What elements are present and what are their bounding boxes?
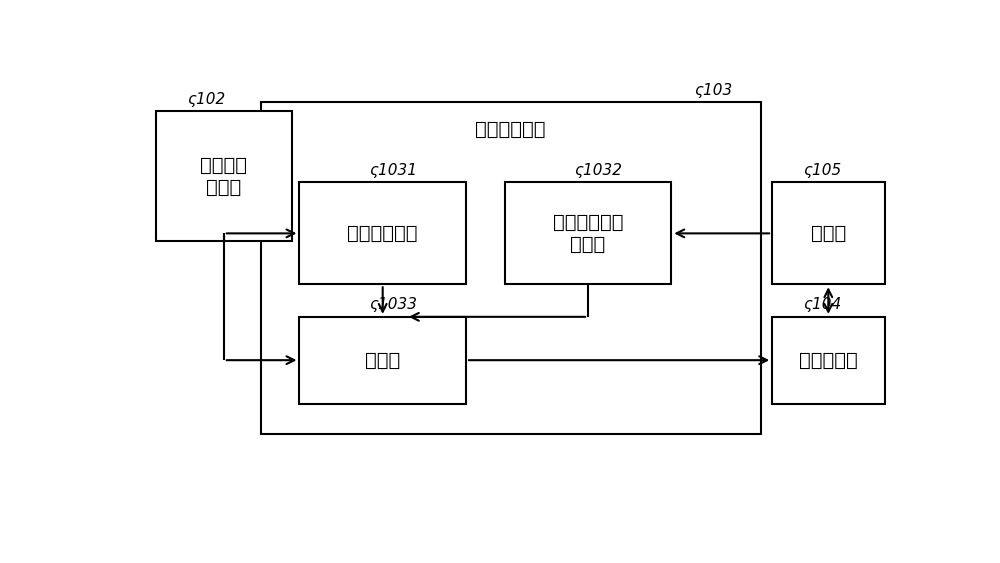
Bar <box>299 182 466 284</box>
Text: 颜色预测模型
取得部: 颜色预测模型 取得部 <box>553 213 623 254</box>
Bar <box>299 317 466 404</box>
Bar <box>261 102 761 434</box>
Text: ς1033: ς1033 <box>369 297 417 312</box>
Text: 存储部: 存储部 <box>811 224 846 243</box>
Text: 辞典创建部: 辞典创建部 <box>799 351 858 370</box>
Text: 色材量导出部: 色材量导出部 <box>475 119 546 138</box>
Text: ς1032: ς1032 <box>574 163 622 178</box>
Text: ς104: ς104 <box>803 297 841 312</box>
Bar <box>772 317 885 404</box>
Text: ς1031: ς1031 <box>369 163 417 178</box>
Text: ς103: ς103 <box>695 83 733 98</box>
Text: 探索部: 探索部 <box>365 351 400 370</box>
Bar <box>772 182 885 284</box>
Text: 许可值决定部: 许可值决定部 <box>347 224 418 243</box>
Text: 重现特性
取得部: 重现特性 取得部 <box>200 155 247 196</box>
Bar <box>505 182 671 284</box>
Bar <box>156 111 292 241</box>
Text: ς105: ς105 <box>803 163 841 178</box>
Text: ς102: ς102 <box>187 92 225 106</box>
